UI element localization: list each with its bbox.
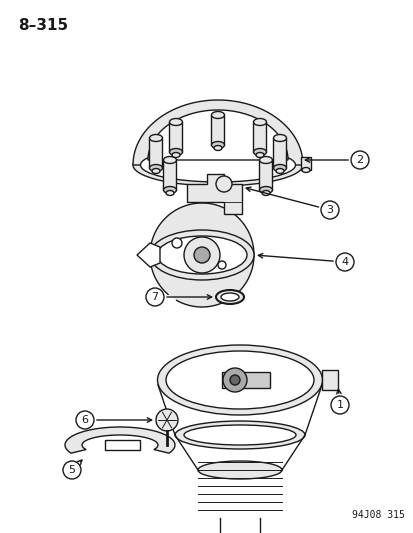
Text: 6: 6 [81, 415, 88, 425]
Polygon shape [65, 427, 175, 453]
Ellipse shape [169, 149, 182, 156]
Circle shape [194, 247, 209, 263]
Circle shape [335, 253, 353, 271]
Ellipse shape [261, 190, 269, 196]
Ellipse shape [149, 134, 162, 141]
Ellipse shape [211, 141, 224, 149]
Text: 94J08 315: 94J08 315 [351, 510, 404, 520]
Circle shape [223, 368, 247, 392]
Ellipse shape [214, 146, 221, 150]
Ellipse shape [166, 190, 173, 196]
Polygon shape [321, 370, 337, 390]
Polygon shape [187, 174, 242, 214]
Polygon shape [137, 243, 159, 267]
Circle shape [350, 151, 368, 169]
Polygon shape [149, 138, 162, 168]
Ellipse shape [166, 351, 313, 409]
Ellipse shape [149, 165, 162, 172]
Circle shape [63, 461, 81, 479]
Ellipse shape [301, 167, 309, 173]
Text: 4: 4 [341, 257, 348, 267]
Circle shape [156, 409, 178, 431]
Ellipse shape [273, 165, 286, 172]
Circle shape [146, 288, 164, 306]
Text: 1: 1 [336, 400, 343, 410]
Ellipse shape [253, 118, 266, 125]
Polygon shape [169, 122, 182, 152]
Ellipse shape [133, 144, 302, 186]
Circle shape [218, 261, 225, 269]
Polygon shape [273, 138, 286, 168]
Ellipse shape [197, 461, 281, 479]
Ellipse shape [152, 168, 159, 174]
Ellipse shape [157, 345, 322, 415]
Circle shape [330, 396, 348, 414]
Polygon shape [221, 372, 269, 388]
Circle shape [320, 201, 338, 219]
Text: 8–315: 8–315 [18, 18, 68, 33]
Circle shape [183, 237, 219, 273]
Polygon shape [253, 122, 266, 152]
Text: 7: 7 [151, 292, 158, 302]
Polygon shape [147, 110, 287, 160]
Circle shape [76, 411, 94, 429]
Ellipse shape [163, 187, 176, 193]
Ellipse shape [183, 425, 295, 445]
Polygon shape [163, 160, 176, 190]
Ellipse shape [150, 230, 254, 280]
Ellipse shape [163, 157, 176, 164]
Ellipse shape [255, 152, 263, 157]
Polygon shape [300, 157, 310, 170]
Ellipse shape [253, 149, 266, 156]
Text: 5: 5 [68, 465, 75, 475]
Ellipse shape [216, 290, 243, 304]
Ellipse shape [211, 111, 224, 118]
Polygon shape [105, 440, 140, 450]
Polygon shape [150, 203, 254, 307]
Ellipse shape [275, 168, 283, 174]
Ellipse shape [175, 421, 304, 449]
Polygon shape [133, 100, 302, 165]
Ellipse shape [169, 118, 182, 125]
Ellipse shape [259, 157, 272, 164]
Ellipse shape [273, 134, 286, 141]
Ellipse shape [221, 293, 238, 301]
Ellipse shape [140, 148, 295, 182]
Ellipse shape [157, 236, 247, 274]
Circle shape [171, 238, 182, 248]
Text: 2: 2 [356, 155, 363, 165]
Ellipse shape [171, 152, 180, 157]
Circle shape [216, 176, 231, 192]
Ellipse shape [259, 187, 272, 193]
Text: 3: 3 [326, 205, 333, 215]
Circle shape [230, 375, 240, 385]
Polygon shape [259, 160, 272, 190]
Polygon shape [211, 115, 224, 145]
